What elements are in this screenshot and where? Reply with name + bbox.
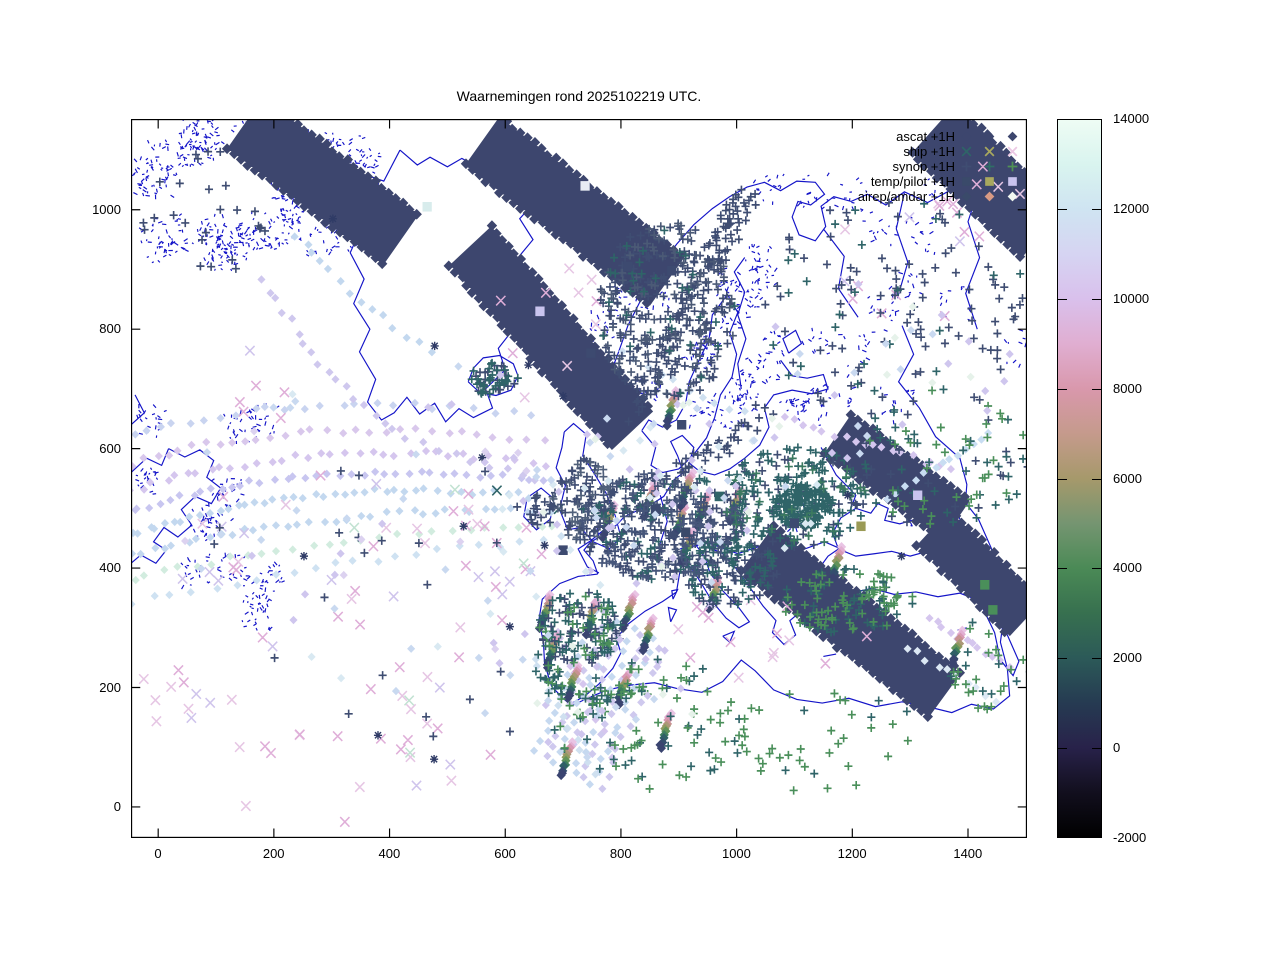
y-tick-label: 1000 — [92, 201, 121, 217]
y-tick-label: 800 — [99, 321, 121, 337]
x-tick-label: 0 — [154, 846, 162, 861]
x-marker-icon — [1007, 146, 1018, 157]
legend-label: airep/amdar +1H — [857, 189, 955, 204]
x-tick-label: 1400 — [953, 846, 983, 861]
legend-row-ship: ship +1H — [770, 144, 1024, 159]
square-marker-icon — [985, 177, 994, 186]
colorbar-tick — [1092, 748, 1101, 750]
diamond-marker-icon — [1007, 131, 1018, 142]
colorbar-tick — [1058, 748, 1067, 750]
y-tick-label: 200 — [99, 679, 121, 695]
colorbar-tick — [1092, 388, 1101, 390]
legend-sample — [978, 190, 1001, 203]
colorbar-tick-label: 4000 — [1113, 560, 1142, 576]
diamond-marker-icon — [1007, 191, 1018, 202]
x-tick-label: 600 — [494, 846, 516, 861]
colorbar-tick — [1058, 658, 1067, 660]
legend-sample — [978, 160, 1001, 173]
legend-label: temp/pilot +1H — [870, 174, 955, 189]
legend-row-airep-amdar: airep/amdar +1H — [770, 189, 1024, 204]
legend-sample — [1001, 130, 1024, 143]
x-tick-label: 400 — [378, 846, 401, 861]
colorbar-tick-label: 2000 — [1113, 650, 1142, 666]
map-svg — [131, 119, 1027, 838]
x-tick-label: 1000 — [721, 846, 751, 861]
legend-sample — [955, 145, 978, 158]
x-marker-icon — [961, 146, 972, 157]
plus-marker-icon — [984, 161, 995, 172]
map-layers — [131, 119, 1027, 828]
x-tick-label: 200 — [262, 846, 285, 861]
legend-sample — [1001, 175, 1024, 188]
plot-border — [131, 119, 1027, 838]
legend-sample — [1001, 190, 1024, 203]
square-marker-icon — [1008, 177, 1017, 186]
x-marker-icon — [984, 146, 995, 157]
colorbar-tick-label: -2000 — [1113, 830, 1147, 845]
legend-sample — [1001, 145, 1024, 158]
colorbar-tick-label: 0 — [1113, 740, 1121, 756]
axis-ticks — [131, 119, 1027, 838]
colorbar-tick-label: 6000 — [1113, 470, 1142, 486]
x-tick-label: 800 — [609, 846, 632, 861]
square-marker-icon — [962, 177, 971, 186]
colorbar-tick — [1092, 568, 1101, 570]
legend-sample — [955, 130, 978, 143]
colorbar-tick — [1092, 208, 1101, 210]
diamond-marker-icon — [984, 131, 995, 142]
colorbar-tick — [1058, 478, 1067, 480]
colorbar-tick — [1058, 208, 1067, 210]
legend-sample — [978, 130, 1001, 143]
legend-sample — [978, 175, 1001, 188]
legend-row-ascat: ascat +1H — [770, 129, 1024, 144]
colorbar-tick — [1058, 568, 1067, 570]
legend: ascat +1H ship +1H synop +1H temp/pilot +1H… — [770, 129, 1024, 204]
plus-marker-icon — [961, 161, 972, 172]
legend-sample — [955, 190, 978, 203]
legend-sample — [955, 160, 978, 173]
colorbar-tick-label: 10000 — [1113, 290, 1150, 306]
legend-label: synop +1H — [892, 159, 955, 174]
map-plot — [131, 119, 1027, 838]
plus-marker-icon — [1007, 161, 1018, 172]
y-tick-label: 400 — [99, 560, 121, 576]
colorbar-tick — [1092, 478, 1101, 480]
y-tick-label: 600 — [99, 440, 121, 456]
legend-sample — [1001, 160, 1024, 173]
diamond-marker-icon — [961, 131, 972, 142]
colorbar-tick — [1058, 298, 1067, 300]
x-tick-label: 1200 — [837, 846, 867, 861]
diamond-marker-icon — [961, 191, 972, 202]
colorbar-tick-label: 12000 — [1113, 200, 1150, 216]
colorbar-tick — [1092, 298, 1101, 300]
diamond-marker-icon — [984, 191, 995, 202]
colorbar-tick — [1092, 658, 1101, 660]
colorbar-tick-label: 14000 — [1113, 111, 1150, 126]
colorbar-tick-label: 8000 — [1113, 380, 1142, 396]
y-tick-label: 0 — [113, 799, 121, 814]
legend-label: ship +1H — [903, 144, 955, 159]
legend-label: ascat +1H — [896, 129, 955, 144]
legend-row-synop: synop +1H — [770, 159, 1024, 174]
colorbar-tick — [1058, 388, 1067, 390]
legend-sample — [955, 175, 978, 188]
legend-row-temp-pilot: temp/pilot +1H — [770, 174, 1024, 189]
chart-title: Waarnemingen rond 2025102219 UTC. — [456, 88, 702, 104]
legend-sample — [978, 145, 1001, 158]
